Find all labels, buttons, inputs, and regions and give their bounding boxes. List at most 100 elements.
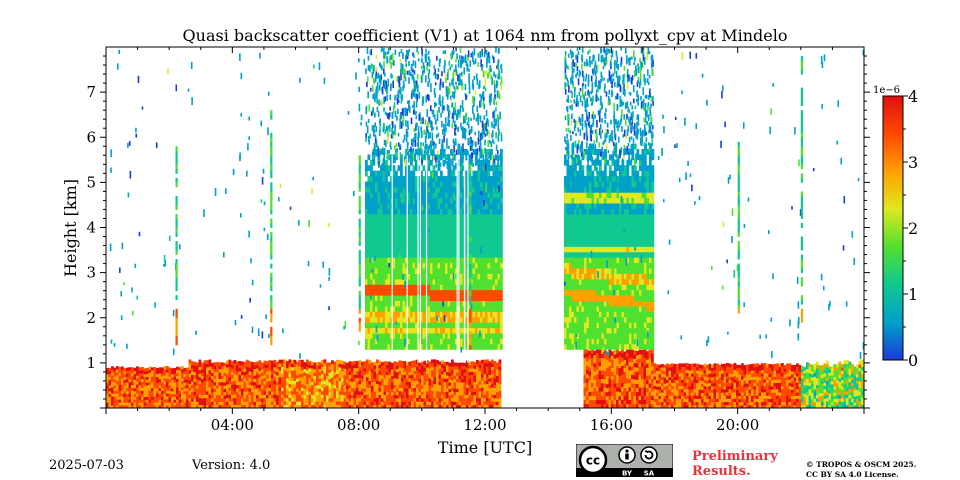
boundary-layer-cell — [761, 376, 764, 380]
boundary-layer-cell — [706, 398, 709, 403]
boundary-layer-cell — [323, 362, 327, 367]
boundary-layer-cell — [346, 398, 349, 402]
aerosol-layer-cell — [412, 165, 416, 172]
boundary-layer-cell — [351, 398, 354, 402]
aerosol-layer-cell — [437, 273, 441, 280]
boundary-layer-cell — [338, 367, 342, 371]
boundary-layer-cell — [241, 378, 244, 382]
aerosol-layer-cell — [422, 186, 426, 193]
aerosol-layer-cell — [407, 300, 411, 307]
aerosol-layer-cell — [442, 284, 446, 291]
boundary-layer-cell — [806, 401, 809, 406]
boundary-layer-cell — [683, 376, 687, 380]
boundary-layer-cell — [583, 370, 587, 375]
boundary-layer-cell — [731, 376, 734, 381]
boundary-layer-cell — [311, 371, 314, 376]
boundary-layer-cell — [271, 380, 274, 385]
boundary-layer-cell — [718, 398, 722, 403]
aerosol-layer-cell — [392, 343, 396, 350]
aerosol-layer-cell — [427, 186, 431, 193]
aerosol-layer-cell — [379, 181, 383, 188]
boundary-layer-cell — [776, 366, 779, 371]
boundary-layer-cell — [286, 404, 289, 408]
boundary-layer-cell — [398, 380, 402, 385]
boundary-layer-cell — [421, 381, 424, 386]
boundary-layer-cell — [453, 381, 457, 386]
aerosol-layer-cell — [407, 235, 411, 242]
aerosol-layer-cell — [439, 316, 443, 323]
boundary-layer-cell — [806, 372, 809, 376]
boundary-layer-cell — [771, 392, 774, 396]
aerosol-layer-cell — [432, 306, 436, 312]
boundary-layer-cell — [631, 353, 634, 359]
boundary-layer-cell — [143, 399, 147, 403]
boundary-layer-cell — [448, 395, 452, 399]
boundary-layer-cell — [113, 370, 117, 374]
boundary-layer-cell — [416, 401, 419, 405]
boundary-layer-cell — [673, 404, 677, 408]
boundary-layer-cell — [338, 380, 342, 385]
boundary-layer-cell — [148, 366, 152, 370]
boundary-layer-cell — [591, 386, 594, 392]
aerosol-layer-cell — [432, 273, 436, 280]
boundary-layer-cell — [628, 403, 632, 408]
aerosol-layer-cell — [402, 224, 406, 231]
boundary-layer-cell — [601, 374, 604, 380]
aerosol-layer-cell — [379, 219, 383, 226]
boundary-layer-cell — [253, 388, 257, 392]
aerosol-layer-cell — [402, 273, 406, 280]
boundary-layer-cell — [661, 401, 664, 406]
aerosol-layer-cell — [414, 186, 418, 193]
boundary-layer-cell — [853, 402, 857, 406]
boundary-layer-cell — [368, 363, 372, 368]
boundary-layer-cell — [223, 366, 227, 370]
boundary-layer-cell — [423, 401, 427, 406]
boundary-layer-cell — [493, 367, 497, 372]
boundary-layer-cell — [113, 367, 117, 371]
boundary-layer-cell — [836, 382, 839, 387]
boundary-layer-cell — [661, 379, 664, 384]
boundary-layer-cell — [191, 367, 194, 372]
boundary-layer-cell — [283, 401, 287, 405]
boundary-layer-cell — [381, 368, 384, 373]
boundary-layer-cell — [228, 380, 232, 385]
boundary-layer-cell — [366, 376, 369, 381]
boundary-layer-cell — [783, 380, 787, 384]
aerosol-layer-cell — [379, 208, 383, 215]
boundary-layer-cell — [246, 401, 249, 405]
boundary-layer-cell — [601, 366, 604, 371]
boundary-layer-cell — [318, 381, 322, 386]
aerosol-layer-cell — [397, 246, 401, 253]
boundary-layer-cell — [411, 360, 414, 365]
aerosol-layer-cell — [392, 219, 396, 226]
boundary-layer-cell — [791, 398, 794, 403]
boundary-layer-cell — [298, 370, 302, 374]
boundary-layer-cell — [736, 370, 739, 375]
boundary-layer-cell — [438, 378, 442, 382]
boundary-layer-cell — [143, 388, 147, 392]
aerosol-layer-cell — [419, 148, 423, 155]
boundary-layer-cell — [846, 360, 849, 364]
boundary-layer-cell — [338, 401, 342, 405]
aerosol-layer-cell — [397, 241, 401, 247]
boundary-layer-cell — [603, 370, 607, 376]
boundary-layer-cell — [361, 361, 364, 366]
boundary-layer-cell — [438, 391, 442, 396]
boundary-layer-cell — [608, 374, 612, 379]
boundary-layer-cell — [311, 404, 314, 408]
boundary-layer-cell — [153, 402, 157, 406]
boundary-layer-cell — [311, 391, 314, 396]
aerosol-layer-cell — [427, 197, 431, 204]
boundary-layer-cell — [688, 395, 692, 399]
aerosol-layer-cell — [434, 278, 438, 285]
boundary-layer-cell — [258, 370, 262, 375]
boundary-layer-cell — [353, 374, 357, 379]
aerosol-layer-cell — [387, 165, 391, 172]
aerosol-layer-cell — [427, 295, 431, 302]
boundary-layer-cell — [601, 361, 604, 367]
aerosol-layer-cell — [417, 197, 421, 204]
boundary-layer-cell — [676, 398, 679, 403]
boundary-layer-cell — [291, 401, 294, 405]
boundary-layer-cell — [618, 367, 622, 372]
boundary-layer-cell — [141, 375, 144, 380]
